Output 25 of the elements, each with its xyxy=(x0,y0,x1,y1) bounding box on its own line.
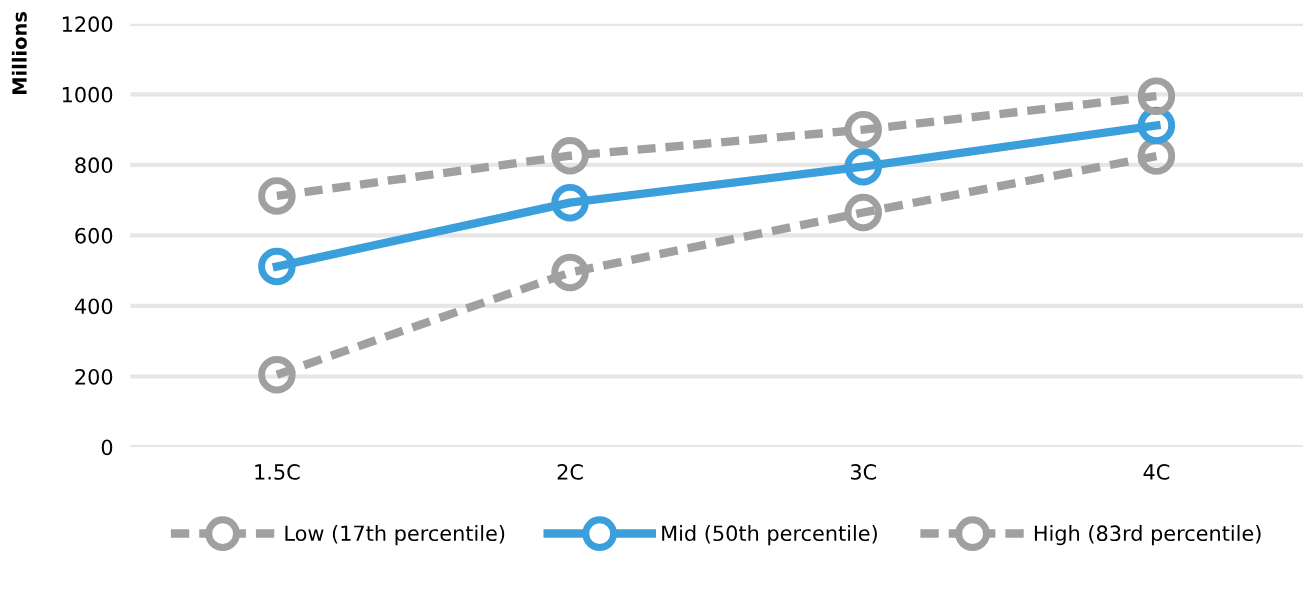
point xyxy=(844,193,882,232)
y-tick-label: 1200 xyxy=(62,16,113,33)
y-tick-label: 800 xyxy=(75,157,113,174)
y-tick-label: 1000 xyxy=(62,86,113,103)
x-tick-label: 3C xyxy=(850,464,877,480)
point xyxy=(258,177,296,215)
point xyxy=(844,110,882,149)
point xyxy=(844,147,882,186)
point xyxy=(1137,77,1176,115)
point xyxy=(551,136,589,175)
legend-label: Low (17th percentile) xyxy=(285,524,505,546)
y-axis-title: Millions xyxy=(11,11,27,95)
y-tick-label: 0 xyxy=(101,439,113,456)
point xyxy=(551,253,589,292)
point xyxy=(551,183,589,222)
x-tick-label: 1.5C xyxy=(255,464,300,480)
point xyxy=(258,355,296,394)
x-tick-label: 2C xyxy=(557,464,583,480)
point xyxy=(258,247,296,286)
y-tick-label: 200 xyxy=(75,368,113,385)
y-tick-label: 400 xyxy=(74,298,113,315)
y-tick-label: 600 xyxy=(75,227,113,244)
x-tick-label: 4C xyxy=(1143,464,1170,480)
legend-label: Mid (50th percentile) xyxy=(662,524,877,546)
legend-label: High (83rd percentile) xyxy=(1034,524,1261,546)
